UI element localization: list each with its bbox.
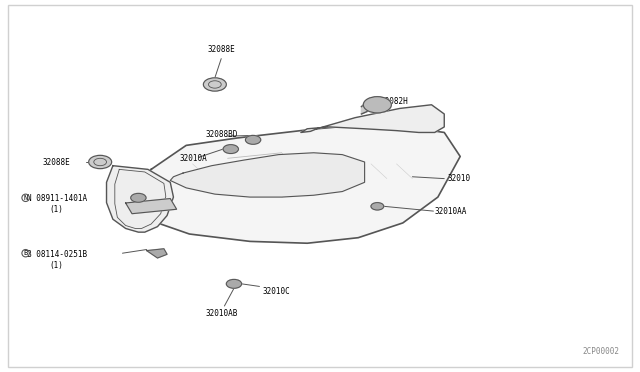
Text: 2CP00002: 2CP00002 <box>582 347 620 356</box>
Text: B 08114-0251B: B 08114-0251B <box>27 250 87 259</box>
Text: (1): (1) <box>49 205 63 215</box>
Text: 32010AB: 32010AB <box>205 309 237 318</box>
Polygon shape <box>138 123 460 243</box>
Text: 32010AA: 32010AA <box>435 207 467 217</box>
Text: 32082H: 32082H <box>381 97 408 106</box>
Text: 32010C: 32010C <box>262 287 291 296</box>
Polygon shape <box>301 105 444 132</box>
Text: (1): (1) <box>49 261 63 270</box>
Circle shape <box>246 135 260 144</box>
Text: 32010A: 32010A <box>180 154 207 163</box>
Circle shape <box>227 279 242 288</box>
Polygon shape <box>147 249 167 258</box>
Text: 32088BD: 32088BD <box>205 130 237 139</box>
Text: 32088E: 32088E <box>207 45 235 54</box>
Circle shape <box>371 203 384 210</box>
Circle shape <box>89 155 111 169</box>
Circle shape <box>364 97 392 113</box>
Text: B: B <box>24 250 28 256</box>
Circle shape <box>223 145 239 154</box>
Text: N 08911-1401A: N 08911-1401A <box>27 195 87 203</box>
Circle shape <box>131 193 146 202</box>
Text: 32088E: 32088E <box>43 157 70 167</box>
Polygon shape <box>362 99 381 114</box>
Polygon shape <box>106 166 173 232</box>
Text: 32010: 32010 <box>447 174 470 183</box>
Polygon shape <box>170 153 365 197</box>
Circle shape <box>204 78 227 91</box>
Text: N: N <box>24 195 28 201</box>
Polygon shape <box>125 199 177 214</box>
